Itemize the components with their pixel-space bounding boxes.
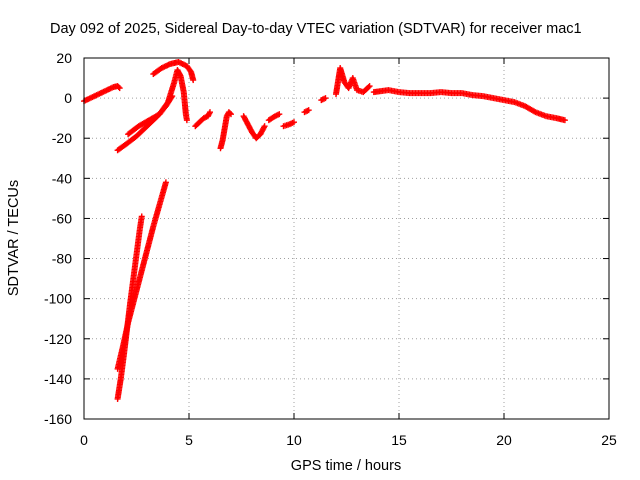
x-tick-label: 5 — [185, 432, 193, 448]
data-point — [365, 84, 372, 91]
data-point — [115, 84, 122, 91]
chart-title: Day 092 of 2025, Sidereal Day-to-day VTE… — [50, 21, 582, 37]
data-point — [226, 110, 233, 117]
data-point — [207, 109, 213, 116]
x-tick-label: 25 — [601, 432, 617, 448]
data-point — [561, 117, 568, 124]
y-tick-label: -100 — [44, 291, 72, 307]
y-tick-label: -140 — [44, 371, 72, 387]
x-axis-label: GPS time / hours — [291, 458, 401, 474]
data-points — [81, 59, 568, 402]
x-tick-label: 10 — [286, 432, 302, 448]
data-point — [162, 179, 169, 186]
data-point — [322, 95, 329, 102]
y-tick-label: -40 — [52, 170, 72, 186]
y-tick-label: -120 — [44, 331, 72, 347]
y-tick-label: -20 — [52, 130, 72, 146]
x-tick-label: 15 — [391, 432, 407, 448]
y-tick-label: -80 — [52, 251, 72, 267]
y-axis-label: SDTVAR / TECUs — [6, 180, 22, 296]
grid — [84, 58, 609, 419]
y-tick-label: 20 — [56, 50, 72, 66]
data-point — [190, 77, 197, 84]
data-point — [366, 83, 373, 90]
data-point — [116, 85, 123, 92]
data-point — [183, 117, 190, 124]
y-tick-label: -160 — [44, 411, 72, 427]
data-point — [276, 111, 283, 118]
x-tick-label: 0 — [80, 432, 88, 448]
y-tick-label: 0 — [64, 90, 72, 106]
x-tick-label: 20 — [496, 432, 512, 448]
data-point — [305, 107, 312, 114]
data-point — [261, 123, 268, 130]
data-point — [138, 213, 145, 220]
y-tick-label: -60 — [52, 210, 72, 226]
data-point — [291, 119, 297, 126]
plot-frame — [83, 57, 610, 420]
data-point — [228, 111, 234, 118]
tick-labels: 0 5 10 15 20 25 20 0 -20 -40 -60 -80 -100 -120 -140 -16… — [44, 50, 617, 448]
